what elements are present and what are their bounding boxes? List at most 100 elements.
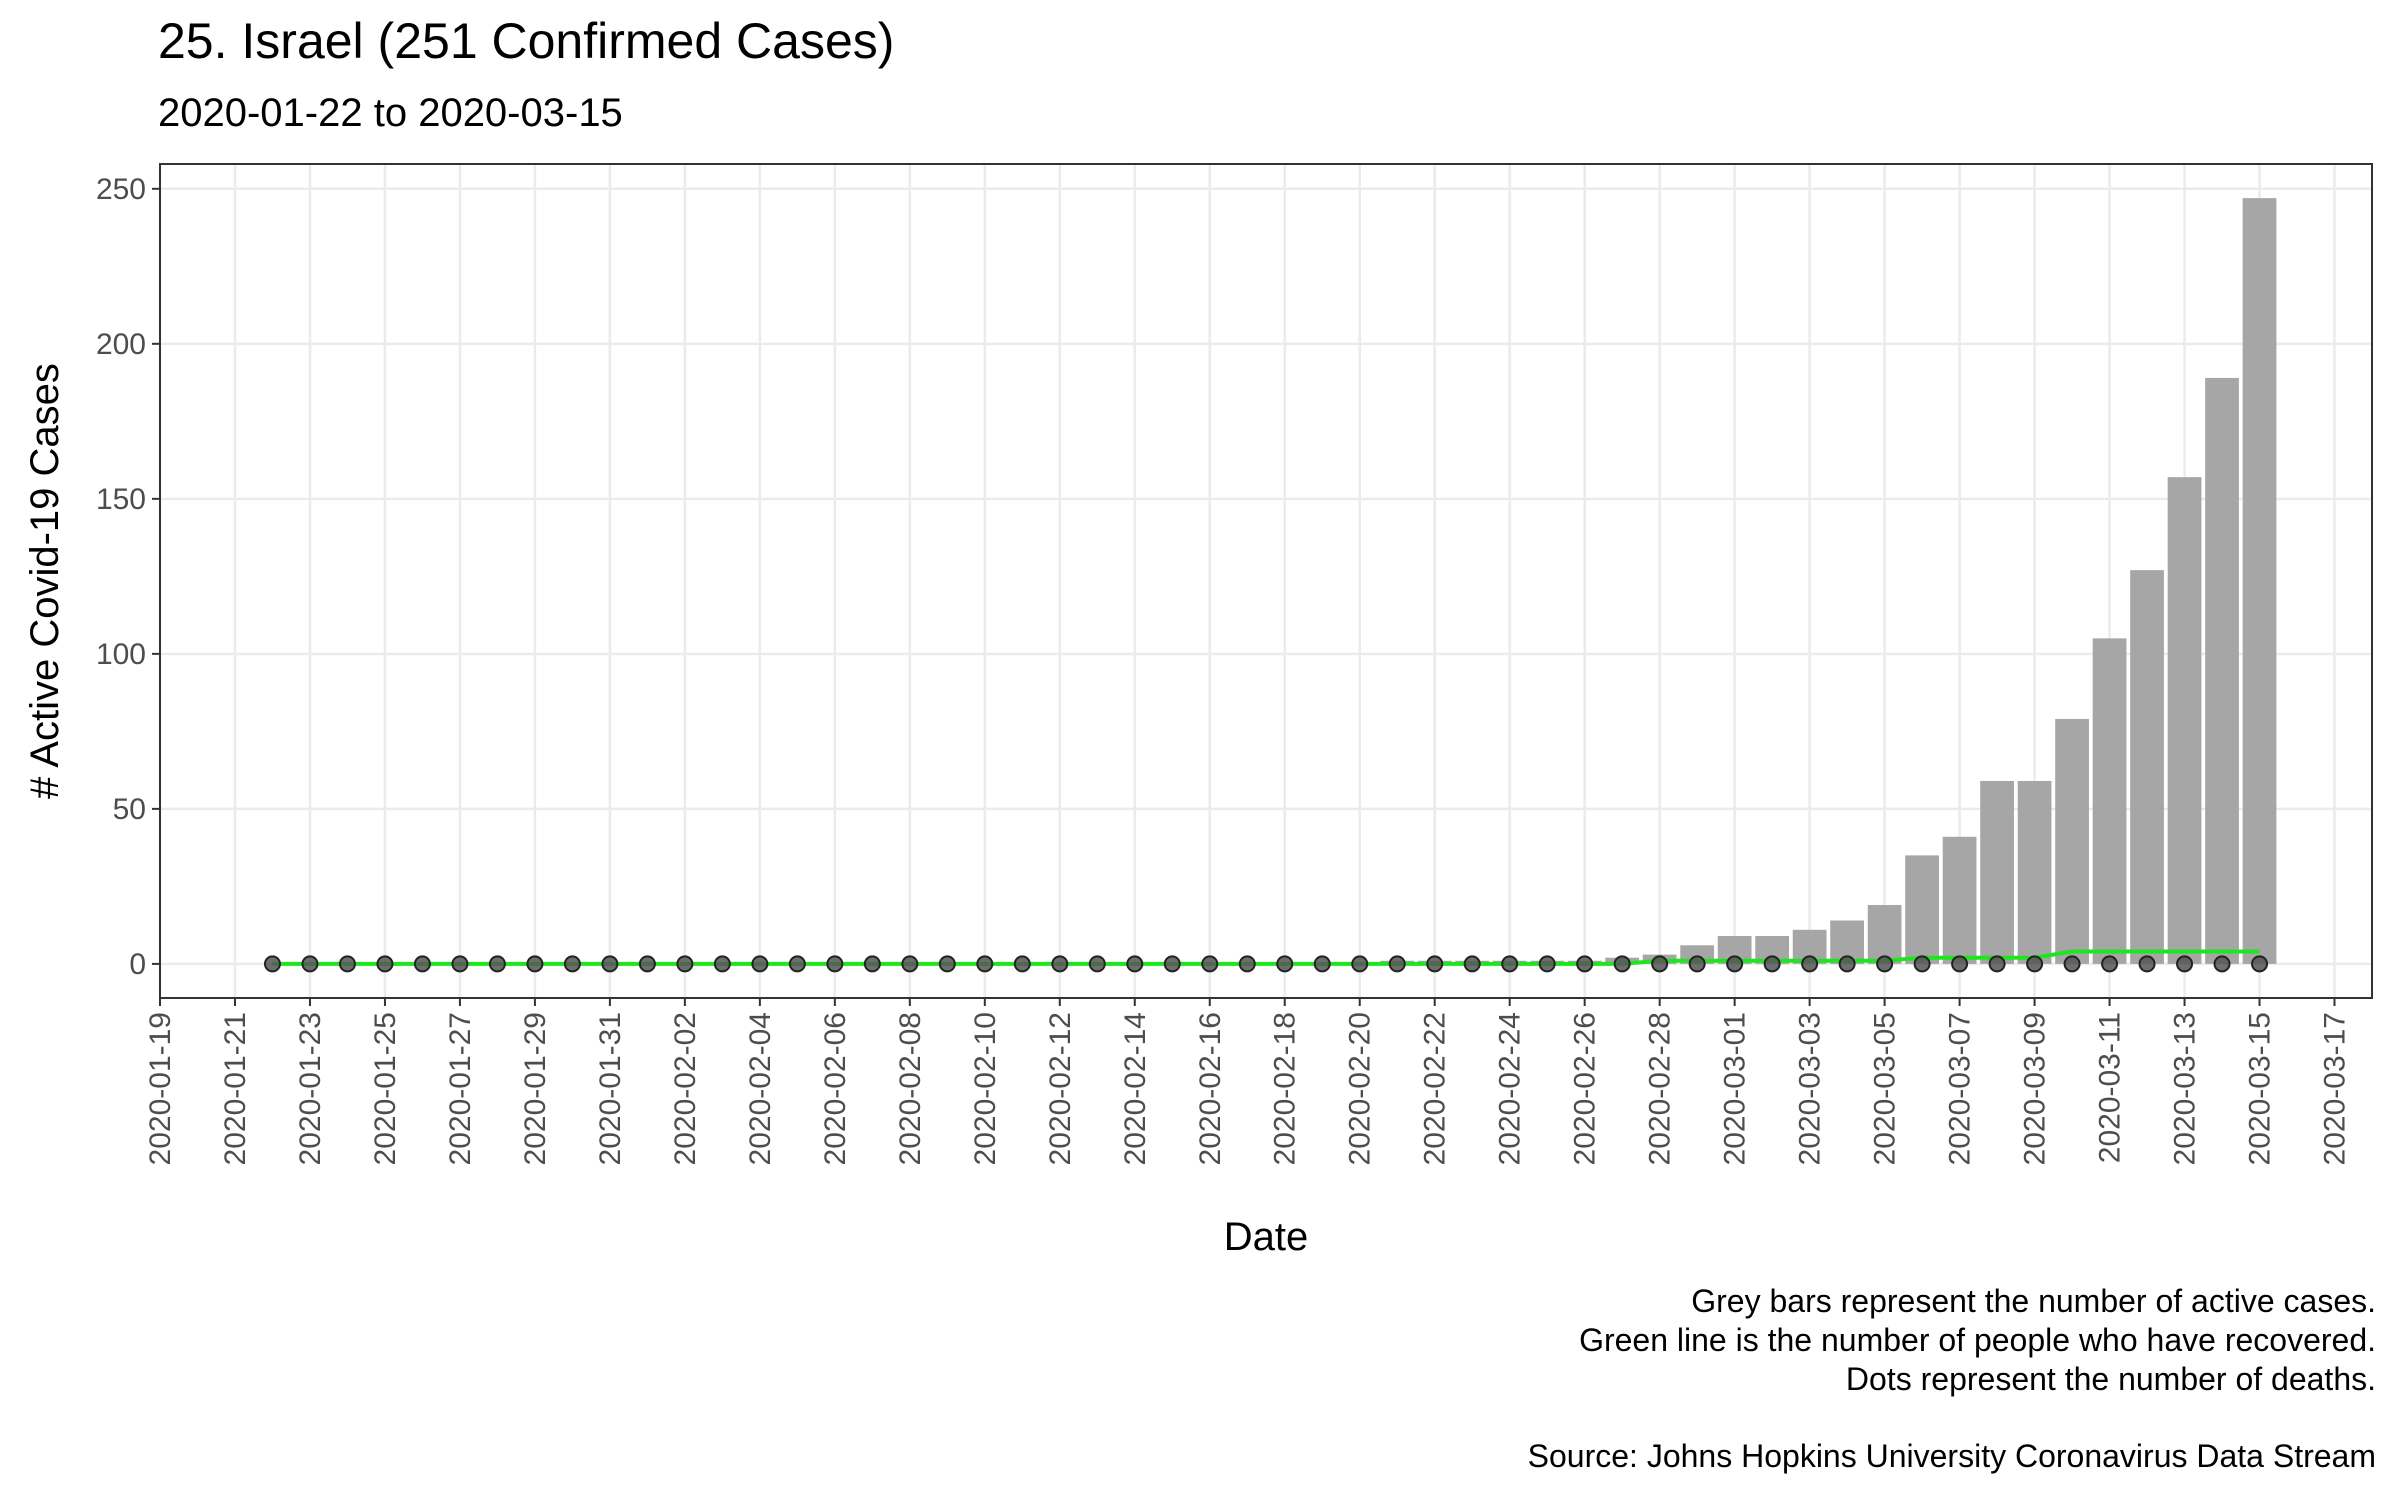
y-axis-title: # Active Covid-19 Cases [23,363,67,799]
death-dot [1913,955,1931,973]
x-tick-label: 2020-01-21 [219,1012,252,1165]
x-tick-label: 2020-03-01 [1719,1012,1752,1165]
death-dot [1538,955,1556,973]
death-dot [638,955,656,973]
death-dot [1501,955,1519,973]
death-dot [901,955,919,973]
death-dot [1351,955,1369,973]
x-tick-label: 2020-01-23 [294,1012,327,1165]
death-dot [676,955,694,973]
death-dot [2101,955,2119,973]
x-tick-label: 2020-02-18 [1269,1012,1302,1165]
death-dot [1313,955,1331,973]
x-tick-label: 2020-01-29 [519,1012,552,1165]
x-tick-label: 2020-03-15 [2244,1012,2277,1165]
bar [2092,638,2127,964]
x-tick-label: 2020-03-09 [2019,1012,2052,1165]
x-tick-label: 2020-03-11 [2094,1012,2127,1163]
x-tick-label: 2020-02-16 [1194,1012,1227,1165]
death-dot [826,955,844,973]
death-dot [1088,955,1106,973]
bar [2205,377,2239,964]
death-dot [1951,955,1969,973]
x-tick-label: 2020-03-03 [1794,1012,1827,1165]
x-tick-label: 2020-02-20 [1344,1012,1377,1165]
death-dot [1801,955,1819,973]
x-tick-label: 2020-02-10 [969,1012,1002,1165]
bar [2167,477,2202,964]
caption-line: Grey bars represent the number of active… [1691,1283,2376,1319]
death-dot [938,955,956,973]
death-dot [563,955,581,973]
death-dot [1726,955,1744,973]
death-dot [1688,955,1706,973]
death-dot [1876,955,1894,973]
x-tick-label: 2020-01-19 [144,1012,177,1165]
death-dot [1838,955,1856,973]
x-tick-label: 2020-01-27 [444,1012,477,1165]
death-dot [376,955,394,973]
death-dot [1388,955,1406,973]
death-dot [2063,955,2081,973]
caption-line: Source: Johns Hopkins University Coronav… [1528,1438,2376,1474]
death-dot [1426,955,1444,973]
bar [2130,570,2164,964]
death-dot [1201,955,1219,973]
x-axis-title: Date [1224,1215,1309,1259]
death-dot [713,955,731,973]
bar [2017,780,2052,964]
x-tick-label: 2020-03-17 [2319,1012,2352,1165]
death-dot [1613,955,1631,973]
x-tick-label: 2020-02-12 [1044,1012,1077,1165]
bar [2055,718,2089,964]
bar [1867,904,1902,964]
death-dot [1651,955,1669,973]
y-tick-label: 0 [129,948,146,981]
death-dot [1276,955,1294,973]
death-dot [488,955,506,973]
death-dot [2138,955,2156,973]
x-tick-label: 2020-03-07 [1944,1012,1977,1165]
death-dot [1126,955,1144,973]
y-tick-label: 50 [113,793,146,826]
x-tick-label: 2020-02-02 [669,1012,702,1165]
x-tick-label: 2020-01-25 [369,1012,402,1165]
death-dot [2026,955,2044,973]
death-dot [1238,955,1256,973]
y-tick-label: 100 [96,638,146,671]
death-dot [338,955,356,973]
x-tick-label: 2020-02-14 [1119,1012,1152,1165]
bar [1942,836,1977,964]
death-dot [976,955,994,973]
death-dot [863,955,881,973]
y-tick-label: 150 [96,483,146,516]
death-dot [751,955,769,973]
bar [1905,855,1939,964]
bar [1980,780,2014,964]
x-tick-label: 2020-01-31 [594,1012,627,1165]
x-tick-label: 2020-02-06 [819,1012,852,1165]
death-dot [2176,955,2194,973]
x-tick-label: 2020-03-05 [1869,1012,1902,1165]
caption-line: Dots represent the number of deaths. [1846,1361,2376,1397]
death-dot [2251,955,2269,973]
death-dot [526,955,544,973]
x-tick-label: 2020-02-04 [744,1012,777,1165]
death-dot [1763,955,1781,973]
x-tick-label: 2020-02-24 [1494,1012,1527,1165]
death-dot [788,955,806,973]
x-tick-label: 2020-02-26 [1569,1012,1602,1165]
y-tick-label: 200 [96,328,146,361]
death-dot [2213,955,2231,973]
caption-line: Green line is the number of people who h… [1579,1322,2376,1358]
chart-subtitle: 2020-01-22 to 2020-03-15 [158,91,623,135]
x-tick-label: 2020-03-13 [2169,1012,2202,1165]
death-dot [263,955,281,973]
panel-border [159,163,2373,999]
bar [2242,198,2277,964]
death-dot [1051,955,1069,973]
x-tick-label: 2020-02-28 [1644,1012,1677,1165]
death-dot [301,955,319,973]
death-dot [601,955,619,973]
